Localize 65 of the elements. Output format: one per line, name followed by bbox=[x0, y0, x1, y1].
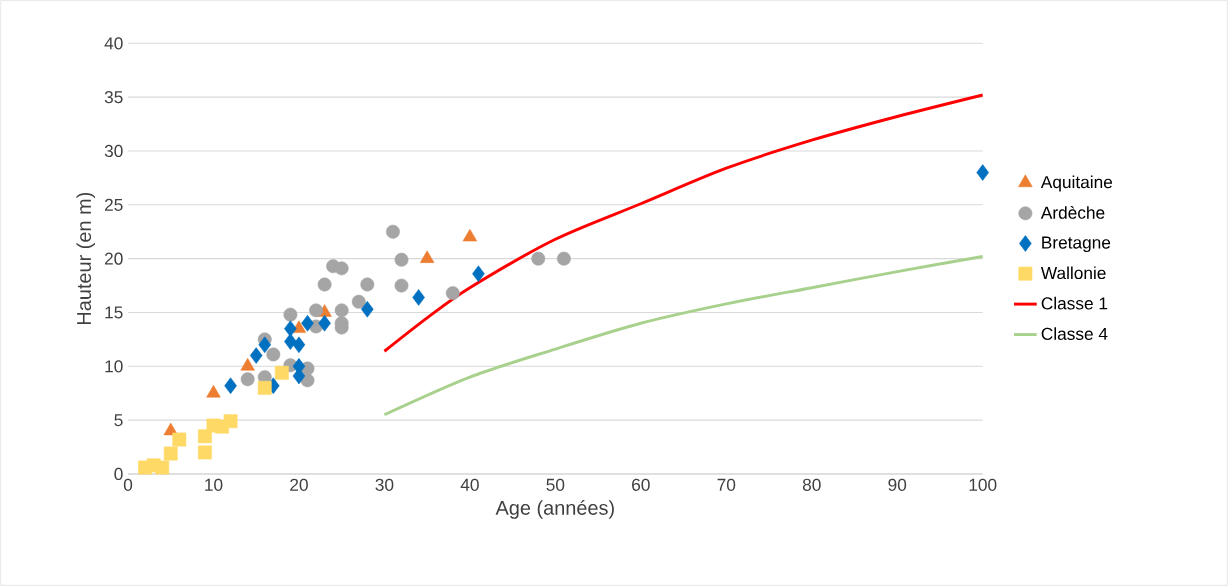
point bbox=[257, 380, 272, 395]
point bbox=[318, 315, 331, 332]
point bbox=[309, 303, 323, 318]
point bbox=[386, 224, 400, 239]
x-tick-label: 0 bbox=[123, 478, 133, 491]
legend-label: Wallonie bbox=[1040, 266, 1106, 280]
point bbox=[224, 377, 237, 394]
point bbox=[223, 414, 238, 429]
y-tick-label: 25 bbox=[104, 198, 123, 211]
x-tick-label: 80 bbox=[802, 478, 821, 491]
x-axis-title: Age (années) bbox=[495, 500, 614, 519]
point bbox=[394, 278, 409, 293]
point bbox=[249, 347, 263, 364]
point bbox=[360, 277, 375, 292]
legend-label: Classe 1 bbox=[1041, 296, 1108, 310]
y-tick-label: 15 bbox=[105, 306, 123, 319]
point bbox=[240, 358, 255, 371]
point bbox=[334, 261, 349, 276]
point bbox=[172, 432, 187, 447]
point bbox=[163, 446, 178, 461]
legend-label: Aquitaine bbox=[1040, 175, 1113, 192]
x-tick-label: 60 bbox=[632, 478, 650, 491]
y-tick-label: 30 bbox=[104, 144, 123, 158]
x-tick-label: 90 bbox=[888, 478, 907, 491]
point bbox=[317, 277, 332, 292]
point bbox=[556, 251, 571, 266]
x-tick-label: 10 bbox=[205, 478, 223, 491]
y-tick-label: 5 bbox=[114, 414, 123, 427]
point bbox=[274, 365, 289, 380]
point bbox=[198, 445, 212, 460]
line-series bbox=[382, 93, 985, 353]
line-series bbox=[382, 255, 985, 417]
legend-label: Bretagne bbox=[1042, 236, 1111, 253]
point bbox=[283, 307, 298, 322]
y-tick-label: 10 bbox=[105, 360, 123, 373]
point bbox=[240, 372, 255, 387]
y-tick-label: 0 bbox=[114, 467, 123, 481]
point bbox=[301, 315, 314, 332]
point bbox=[292, 336, 306, 354]
y-tick-label: 40 bbox=[104, 37, 123, 50]
point bbox=[266, 347, 281, 362]
point bbox=[334, 303, 349, 318]
point bbox=[361, 301, 374, 318]
x-tick-label: 40 bbox=[460, 478, 479, 491]
x-tick-label: 20 bbox=[290, 478, 308, 491]
point bbox=[284, 333, 297, 350]
y-axis-title: Hauteur (en m) bbox=[76, 192, 95, 325]
point bbox=[258, 336, 272, 354]
y-tick-label: 35 bbox=[104, 91, 123, 104]
point bbox=[976, 164, 989, 181]
legend-label: Ardèche bbox=[1040, 205, 1105, 219]
point bbox=[284, 320, 297, 337]
point bbox=[351, 294, 366, 309]
y-tick-label: 20 bbox=[104, 252, 123, 265]
x-tick-label: 100 bbox=[969, 478, 997, 491]
point bbox=[472, 265, 485, 282]
point bbox=[531, 251, 546, 266]
x-tick-label: 70 bbox=[717, 478, 736, 491]
point bbox=[394, 252, 409, 267]
x-tick-label: 30 bbox=[375, 478, 394, 491]
point bbox=[155, 460, 170, 475]
point bbox=[412, 289, 425, 306]
x-tick-label: 50 bbox=[546, 478, 565, 491]
legend-label: Classe 4 bbox=[1041, 327, 1108, 340]
point bbox=[445, 286, 460, 301]
